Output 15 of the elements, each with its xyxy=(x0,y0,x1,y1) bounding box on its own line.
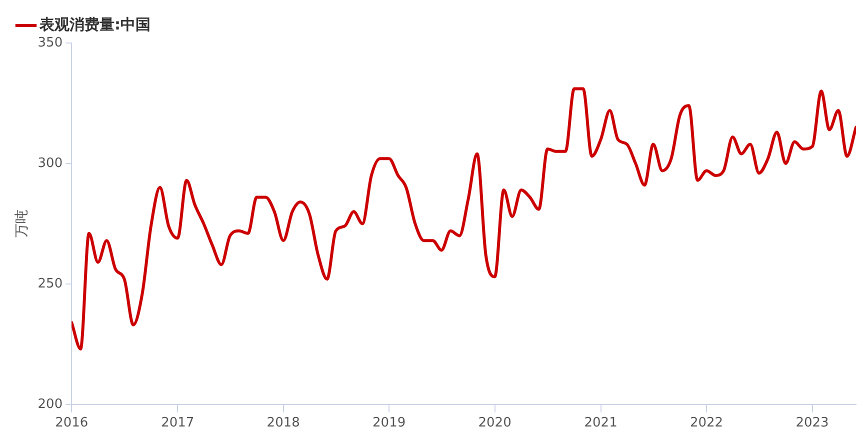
legend-label: 表观消费量:中国 xyxy=(38,15,150,34)
y-tick-label: 250 xyxy=(38,276,63,292)
x-tick-label: 2023 xyxy=(796,416,829,431)
x-tick-label: 2018 xyxy=(266,416,300,431)
x-tick-label: 2017 xyxy=(161,416,194,431)
line-series xyxy=(72,87,856,350)
x-tick-label: 2022 xyxy=(690,416,724,431)
x-tick-label: 2021 xyxy=(584,416,618,431)
y-tick-label: 350 xyxy=(38,35,63,50)
x-tick-label: 2016 xyxy=(55,416,88,431)
x-tick-label: 2019 xyxy=(372,416,406,431)
x-tick-label: 2020 xyxy=(478,416,512,431)
y-tick-label: 300 xyxy=(38,156,63,171)
y-axis-title: 万吨 xyxy=(14,210,30,238)
y-tick-label: 200 xyxy=(38,396,63,412)
